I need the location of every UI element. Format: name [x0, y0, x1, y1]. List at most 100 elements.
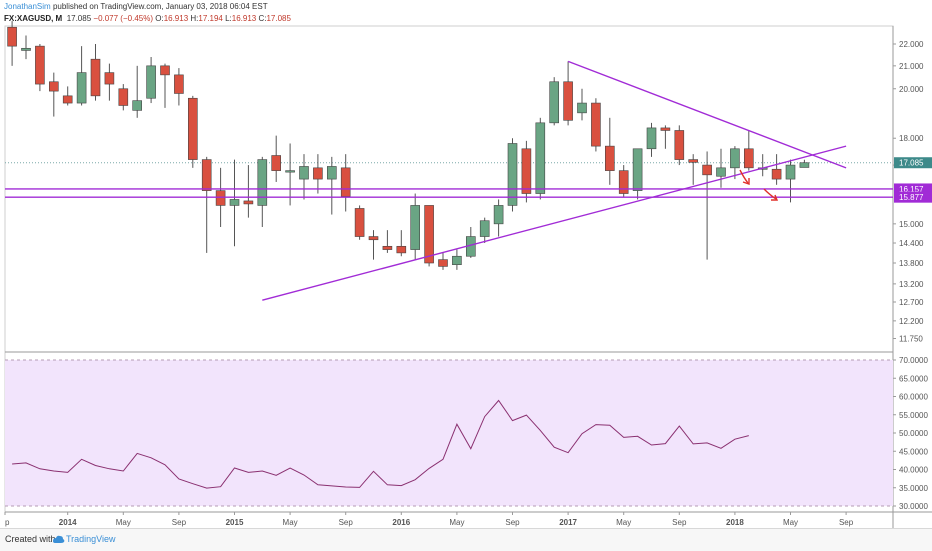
candle[interactable]: [646, 122, 657, 157]
candle[interactable]: [730, 146, 740, 180]
candle[interactable]: [521, 140, 532, 203]
candle[interactable]: [326, 156, 337, 215]
candle[interactable]: [702, 151, 712, 260]
candle-body[interactable]: [563, 81, 573, 121]
rsi-line[interactable]: [12, 399, 749, 489]
candle[interactable]: [577, 88, 587, 121]
candle-body[interactable]: [730, 148, 740, 169]
forecast-arrow-1[interactable]: [739, 169, 750, 185]
candle[interactable]: [493, 199, 504, 237]
candle[interactable]: [35, 44, 45, 92]
candle-body[interactable]: [618, 170, 629, 194]
candle[interactable]: [743, 130, 754, 171]
candle[interactable]: [257, 156, 268, 227]
candle[interactable]: [160, 63, 170, 108]
candle[interactable]: [201, 156, 212, 253]
candle-body[interactable]: [535, 122, 546, 194]
candle[interactable]: [229, 159, 240, 247]
trendline[interactable]: [567, 60, 847, 169]
candle-body[interactable]: [549, 81, 560, 124]
candle-body[interactable]: [785, 164, 796, 180]
tradingview-link[interactable]: TradingView: [66, 534, 116, 544]
candle-body[interactable]: [646, 127, 657, 150]
candle[interactable]: [591, 98, 601, 152]
candle[interactable]: [632, 148, 643, 200]
chart-canvas[interactable]: 22.00021.00020.00018.00017.00015.00014.4…: [0, 0, 932, 528]
candle-body[interactable]: [340, 167, 351, 197]
candle-body[interactable]: [368, 236, 379, 241]
candle[interactable]: [716, 148, 726, 188]
candle-body[interactable]: [688, 159, 699, 163]
candle[interactable]: [354, 205, 365, 240]
price-pane[interactable]: [5, 21, 893, 301]
candle-body[interactable]: [243, 200, 254, 205]
candle-body[interactable]: [577, 102, 587, 114]
candle-body[interactable]: [201, 159, 212, 191]
candle[interactable]: [771, 154, 782, 185]
candle-body[interactable]: [674, 130, 685, 160]
candle[interactable]: [604, 117, 615, 185]
candle-body[interactable]: [271, 155, 282, 171]
candle-body[interactable]: [771, 168, 782, 180]
candle-body[interactable]: [604, 145, 615, 171]
candle[interactable]: [48, 72, 59, 117]
candle[interactable]: [438, 252, 448, 270]
candle[interactable]: [104, 63, 115, 101]
candle-body[interactable]: [257, 159, 268, 206]
candle[interactable]: [132, 65, 142, 118]
candle[interactable]: [76, 46, 87, 106]
candle[interactable]: [785, 159, 796, 203]
author-link[interactable]: JonathanSim: [4, 2, 51, 11]
candle-body[interactable]: [507, 143, 518, 206]
candle-body[interactable]: [521, 148, 532, 194]
candle-body[interactable]: [285, 170, 295, 173]
time-axis[interactable]: p 2014 May Sep 2015 May Sep 2016 May Sep 2017 May Se…: [4, 512, 854, 527]
candle[interactable]: [62, 86, 73, 106]
candle-body[interactable]: [702, 164, 712, 176]
candle-body[interactable]: [118, 88, 129, 106]
candle[interactable]: [21, 35, 31, 60]
candle[interactable]: [90, 44, 101, 101]
candle[interactable]: [146, 56, 156, 104]
candle-body[interactable]: [132, 100, 142, 111]
candle-body[interactable]: [591, 102, 601, 147]
candle[interactable]: [563, 61, 573, 126]
candle-body[interactable]: [313, 167, 323, 180]
candle-body[interactable]: [215, 190, 226, 206]
candle[interactable]: [313, 154, 323, 194]
candle-body[interactable]: [76, 72, 87, 104]
candle-body[interactable]: [424, 205, 434, 264]
candle[interactable]: [688, 154, 699, 185]
candle[interactable]: [410, 193, 421, 260]
candle-body[interactable]: [743, 148, 754, 169]
level-price-badge[interactable]: 15.877: [894, 191, 932, 203]
candle-body[interactable]: [326, 166, 337, 180]
candle-body[interactable]: [410, 205, 421, 250]
candle-body[interactable]: [174, 74, 184, 94]
candle[interactable]: [299, 154, 309, 200]
candle-body[interactable]: [493, 205, 504, 225]
candle[interactable]: [452, 249, 462, 270]
candle-body[interactable]: [104, 72, 115, 85]
candle[interactable]: [549, 77, 560, 126]
candle[interactable]: [674, 125, 685, 166]
candle[interactable]: [368, 230, 379, 260]
candle[interactable]: [188, 95, 198, 168]
candle-body[interactable]: [146, 65, 156, 99]
candle-body[interactable]: [90, 58, 101, 97]
candle-body[interactable]: [48, 81, 59, 92]
candle[interactable]: [174, 68, 184, 106]
candle-body[interactable]: [660, 127, 671, 131]
candle[interactable]: [618, 165, 629, 197]
candle-body[interactable]: [632, 148, 643, 191]
candle[interactable]: [507, 138, 518, 212]
candle[interactable]: [118, 84, 129, 111]
candle-body[interactable]: [382, 245, 393, 250]
candle[interactable]: [271, 135, 282, 182]
candle-body[interactable]: [188, 97, 198, 160]
level-price-badge[interactable]: 16.157: [894, 183, 932, 195]
candle[interactable]: [285, 143, 295, 206]
candle-body[interactable]: [799, 162, 810, 168]
rsi-pane[interactable]: [5, 359, 893, 507]
candle-body[interactable]: [229, 199, 240, 206]
